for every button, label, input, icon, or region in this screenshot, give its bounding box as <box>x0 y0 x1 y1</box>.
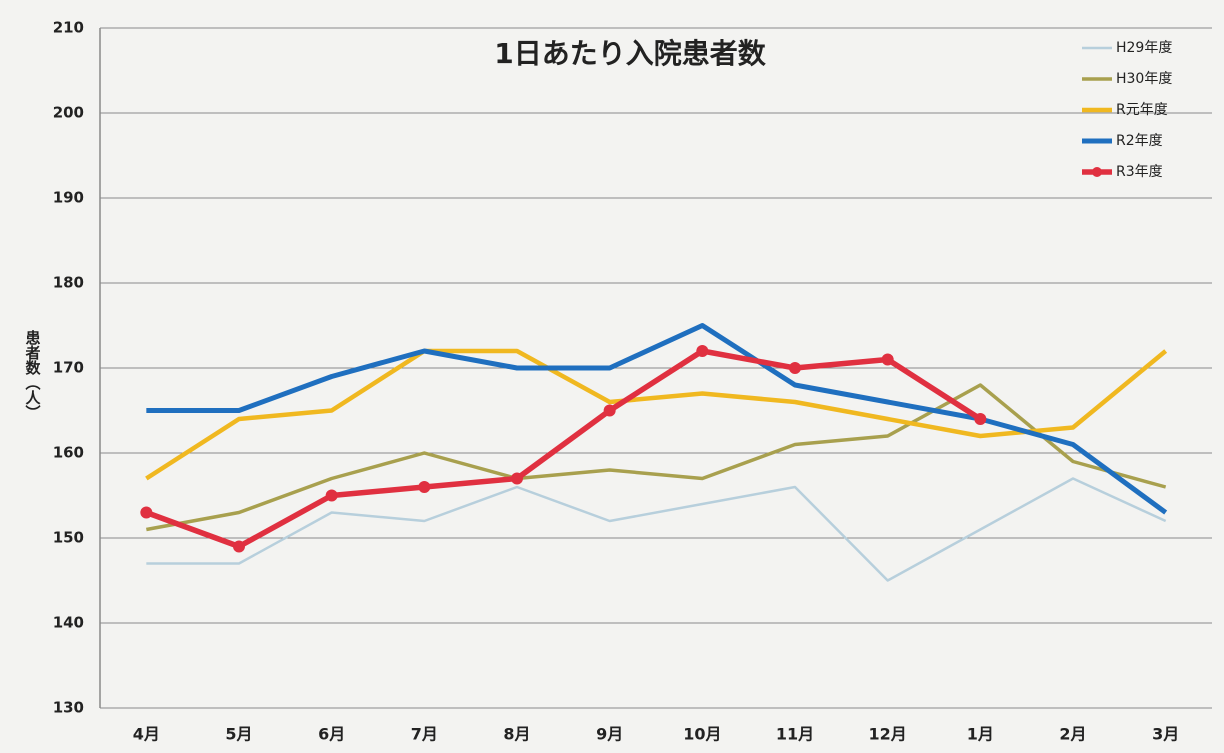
point <box>789 362 801 374</box>
y-tick-label: 130 <box>53 699 84 717</box>
x-tick-label: 3月 <box>1152 725 1179 744</box>
legend-label: R3年度 <box>1116 164 1163 180</box>
legend-label: R2年度 <box>1116 133 1163 149</box>
x-tick-label: 7月 <box>411 725 438 744</box>
x-tick-label: 11月 <box>776 725 814 744</box>
y-tick-label: 160 <box>53 444 84 462</box>
point <box>603 404 616 417</box>
point <box>140 506 153 519</box>
x-tick-label: 10月 <box>683 725 721 744</box>
point <box>233 540 245 553</box>
y-tick-label: 200 <box>53 104 84 122</box>
series-line <box>145 348 982 550</box>
y-tick-label: 170 <box>53 359 84 377</box>
legend-label: R元年度 <box>1116 102 1168 118</box>
chart-title: 1日あたり入院患者数 <box>494 37 766 70</box>
series-line <box>146 477 1167 582</box>
x-tick-label: 4月 <box>133 725 160 744</box>
y-tick-label: 190 <box>53 189 84 207</box>
legend-label: H30年度 <box>1116 71 1172 87</box>
y-tick-label: 150 <box>53 529 84 547</box>
point <box>325 489 338 502</box>
series-line <box>145 348 1168 481</box>
legend-label: H29年度 <box>1116 40 1172 56</box>
series-line <box>146 323 1168 515</box>
x-tick-label: 6月 <box>318 725 345 744</box>
y-tick-label: 180 <box>53 274 84 292</box>
y-tick-label: 210 <box>53 19 84 37</box>
x-tick-label: 9月 <box>596 725 623 744</box>
point <box>696 345 709 357</box>
point <box>418 481 431 493</box>
y-axis-label: 患者数（人） <box>24 329 42 420</box>
x-tick-label: 1月 <box>967 725 994 744</box>
x-tick-label: 5月 <box>225 725 252 744</box>
point <box>881 353 894 366</box>
legend-marker <box>1092 167 1102 177</box>
point <box>974 413 987 425</box>
point <box>511 472 523 485</box>
x-tick-label: 2月 <box>1059 725 1086 744</box>
y-tick-label: 140 <box>53 614 84 632</box>
series-line <box>146 383 1167 532</box>
x-tick-label: 8月 <box>503 725 530 744</box>
x-tick-label: 12月 <box>869 725 907 744</box>
